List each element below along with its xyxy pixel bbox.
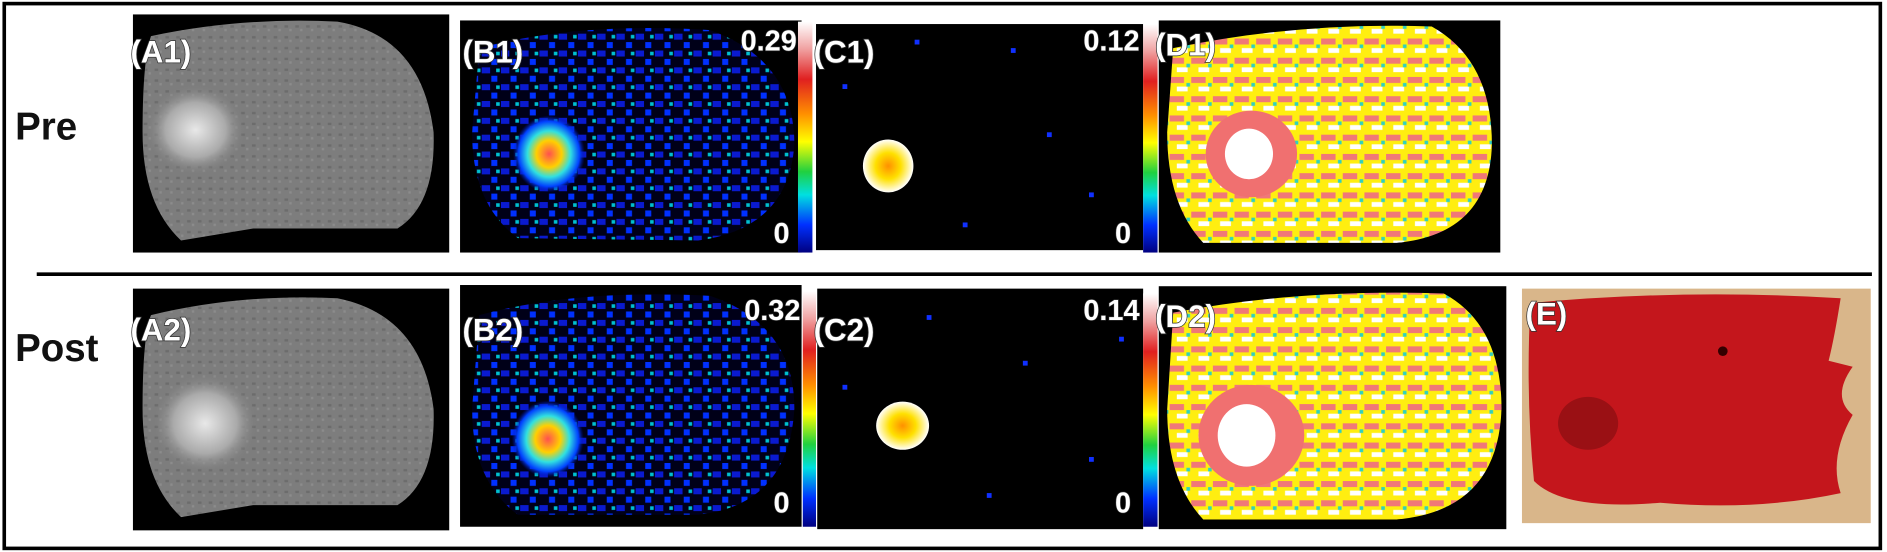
colorbar-min: 0 <box>774 487 790 519</box>
panel-label: (A1) <box>131 35 192 70</box>
panel-label: (B1) <box>462 35 523 70</box>
colorbar-max: 0.32 <box>744 295 800 327</box>
panel-a1 <box>132 14 450 253</box>
panel-label: (E) <box>1526 297 1568 332</box>
colorbar <box>802 291 817 527</box>
panel-c1 <box>816 24 1158 253</box>
panel-c2 <box>817 288 1158 530</box>
panel-label: (B2) <box>462 312 523 347</box>
row-label: Pre <box>15 106 77 149</box>
colorbar-max: 0.14 <box>1083 295 1139 327</box>
colorbar-max: 0.12 <box>1083 26 1139 58</box>
colorbar-min: 0 <box>1115 218 1131 250</box>
panel-a2 <box>132 288 450 531</box>
panel-label: (D1) <box>1155 27 1216 62</box>
colorbar-min: 0 <box>774 218 790 250</box>
panel-label: (C2) <box>814 312 875 347</box>
colorbar <box>797 21 813 253</box>
colorbar <box>1143 293 1158 527</box>
panel-b2 <box>460 285 817 527</box>
panel-label: (D2) <box>1155 299 1216 334</box>
colorbar-min: 0 <box>1115 487 1131 519</box>
panel-label: (C1) <box>814 35 875 70</box>
colorbar-max: 0.29 <box>741 26 797 58</box>
panel-b1 <box>460 20 813 253</box>
row-label: Post <box>15 327 99 370</box>
panel-e <box>1521 288 1871 524</box>
panel-label: (A2) <box>131 312 192 347</box>
panel-d1 <box>1158 20 1501 253</box>
panel-d2 <box>1158 286 1507 530</box>
colorbar <box>1143 24 1158 253</box>
